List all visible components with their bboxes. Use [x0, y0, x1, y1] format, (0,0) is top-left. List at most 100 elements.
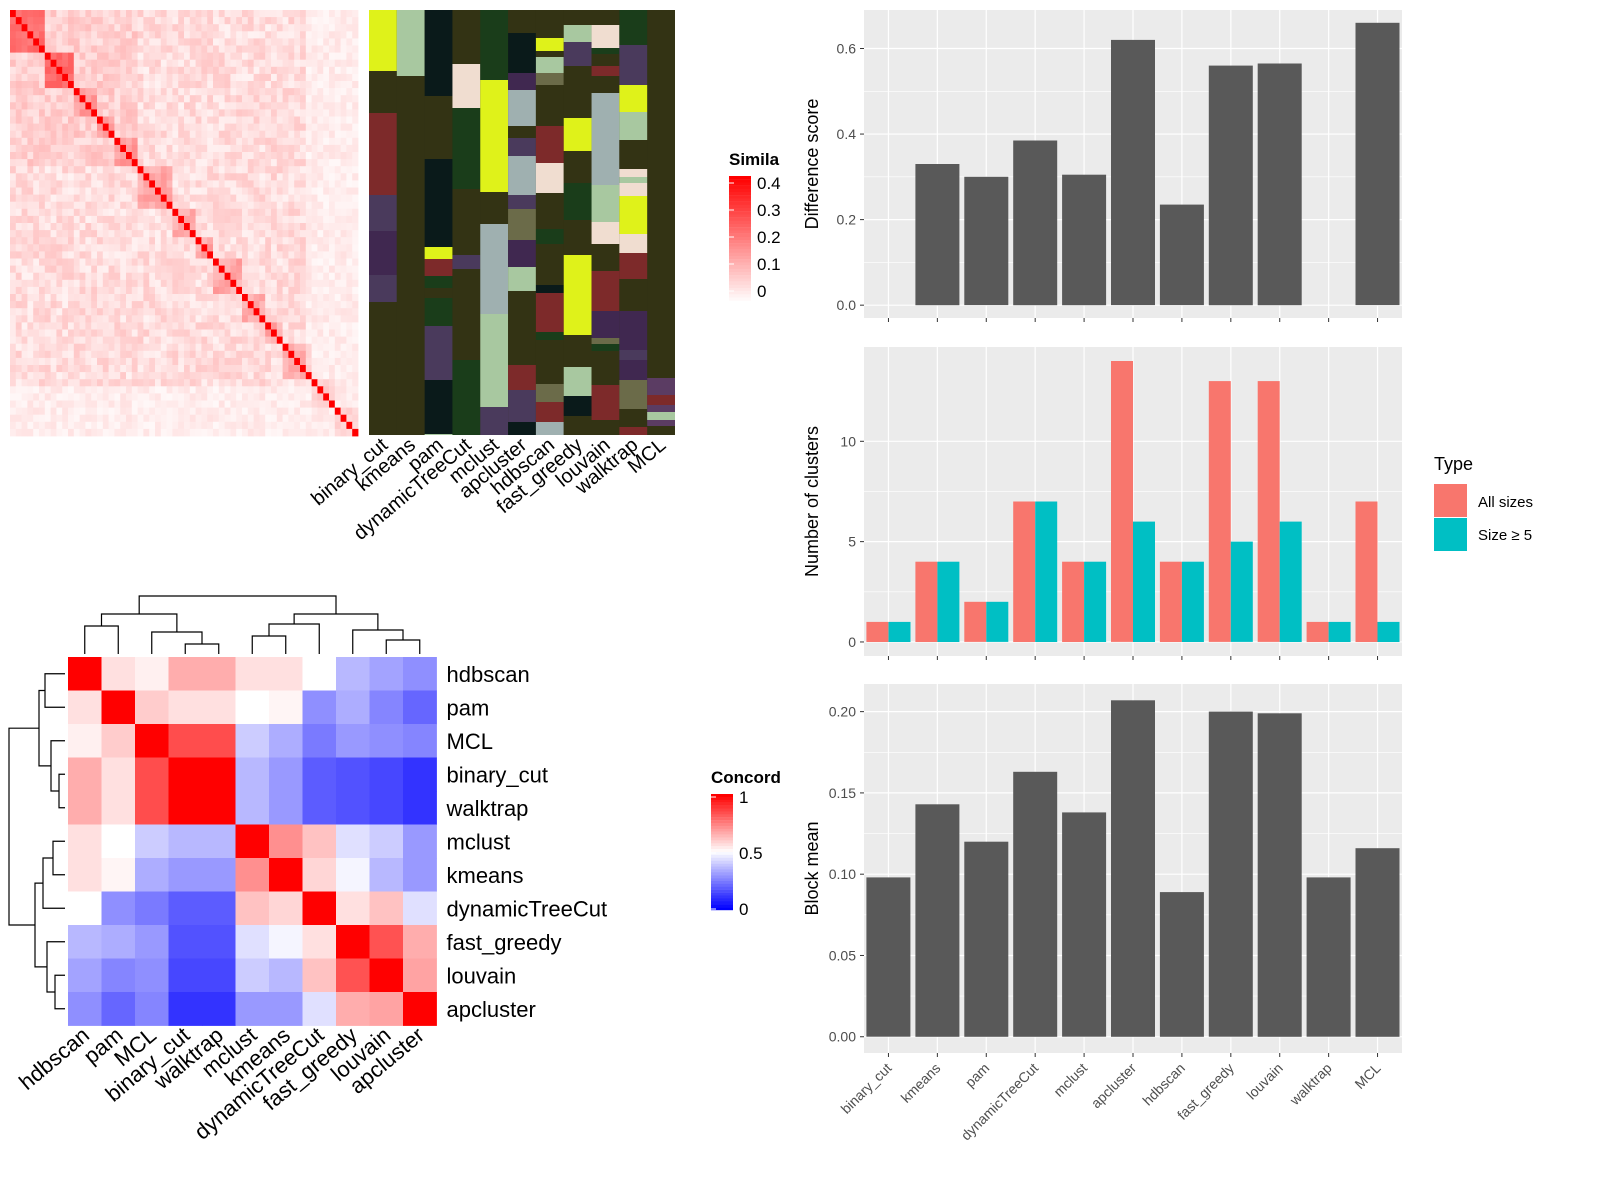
similarity-cell — [15, 237, 22, 245]
annotation-cluster-cell — [619, 409, 648, 427]
similarity-cell — [137, 251, 144, 259]
similarity-cell — [155, 144, 162, 153]
annotation-cluster-cell — [480, 224, 509, 235]
similarity-cell — [39, 372, 46, 380]
similarity-cell — [73, 265, 80, 274]
similarity-cell — [143, 343, 150, 352]
similarity-cell — [311, 73, 318, 82]
similarity-cell — [352, 294, 359, 302]
similarity-cell — [184, 137, 191, 146]
concordance-legend-tick-label: 1 — [739, 788, 748, 807]
similarity-cell — [97, 17, 104, 25]
similarity-cell — [230, 315, 237, 323]
similarity-cell — [265, 336, 272, 345]
similarity-cell — [195, 215, 202, 224]
similarity-cell — [236, 194, 243, 203]
similarity-cell — [114, 365, 121, 373]
similarity-cell — [323, 116, 330, 124]
similarity-cell — [155, 173, 162, 181]
similarity-cell — [259, 137, 266, 146]
similarity-cell — [21, 251, 28, 259]
similarity-cell — [317, 31, 324, 39]
similarity-cell — [62, 130, 69, 139]
similarity-cell — [21, 66, 28, 75]
similarity-cell — [178, 279, 185, 288]
similarity-cell — [102, 258, 109, 266]
concordance-legend-tick-label: 0.5 — [739, 844, 763, 863]
similarity-cell — [97, 144, 104, 153]
similarity-cell — [288, 315, 295, 323]
similarity-legend-tick-label: 0.4 — [757, 174, 781, 193]
similarity-cell — [172, 38, 179, 46]
similarity-cell — [15, 201, 22, 210]
similarity-cell — [346, 230, 353, 238]
similarity-cell — [155, 286, 162, 295]
similarity-cell — [79, 38, 86, 46]
similarity-cell — [218, 308, 225, 316]
similarity-cell — [346, 357, 353, 366]
similarity-cell — [207, 357, 214, 366]
similarity-cell — [247, 329, 254, 337]
similarity-cell — [97, 116, 104, 124]
concordance-cell — [269, 690, 303, 725]
similarity-cell — [340, 208, 347, 217]
annotation-cluster-cell — [535, 285, 564, 293]
similarity-cell — [21, 343, 28, 352]
similarity-cell — [207, 258, 214, 266]
similarity-cell — [91, 102, 98, 110]
similarity-cell — [149, 272, 156, 281]
similarity-cell — [346, 38, 353, 46]
similarity-cell — [218, 421, 225, 430]
similarity-cell — [166, 272, 173, 281]
similarity-cell — [184, 315, 191, 323]
similarity-cell — [149, 73, 156, 82]
bar — [1181, 561, 1204, 642]
similarity-cell — [271, 237, 278, 245]
similarity-cell — [10, 372, 17, 380]
similarity-cell — [120, 201, 127, 210]
similarity-cell — [329, 315, 336, 323]
similarity-cell — [56, 166, 63, 174]
similarity-cell — [282, 116, 289, 124]
similarity-cell — [155, 73, 162, 82]
similarity-cell — [126, 215, 133, 224]
similarity-cell — [137, 279, 144, 288]
similarity-cell — [265, 379, 272, 387]
similarity-cell — [329, 201, 336, 210]
similarity-cell — [143, 407, 150, 416]
similarity-cell — [213, 223, 220, 231]
similarity-cell — [160, 102, 167, 110]
similarity-cell — [102, 73, 109, 82]
similarity-cell — [97, 343, 104, 352]
similarity-cell — [120, 66, 127, 75]
similarity-cell — [311, 59, 318, 68]
similarity-cell — [68, 109, 75, 117]
similarity-cell — [300, 223, 307, 231]
similarity-cell — [10, 301, 17, 309]
similarity-cell — [21, 208, 28, 217]
similarity-cell — [213, 52, 220, 61]
similarity-cell — [329, 308, 336, 316]
similarity-cell — [305, 379, 312, 387]
similarity-cell — [85, 31, 92, 39]
similarity-cell — [271, 17, 278, 25]
similarity-cell — [259, 10, 266, 18]
similarity-cell — [265, 208, 272, 217]
similarity-cell — [189, 343, 196, 352]
similarity-cell — [334, 414, 341, 423]
similarity-cell — [300, 308, 307, 316]
similarity-cell — [44, 52, 51, 61]
similarity-legend-swatch — [729, 204, 751, 209]
similarity-cell — [323, 407, 330, 416]
similarity-cell — [85, 95, 92, 103]
similarity-legend-swatch — [729, 265, 751, 269]
similarity-cell — [172, 10, 179, 18]
similarity-cell — [73, 59, 80, 68]
similarity-cell — [68, 102, 75, 110]
similarity-cell — [218, 52, 225, 61]
similarity-cell — [120, 279, 127, 288]
similarity-cell — [102, 237, 109, 245]
similarity-cell — [15, 279, 22, 288]
similarity-cell — [294, 421, 301, 430]
similarity-cell — [311, 215, 318, 224]
